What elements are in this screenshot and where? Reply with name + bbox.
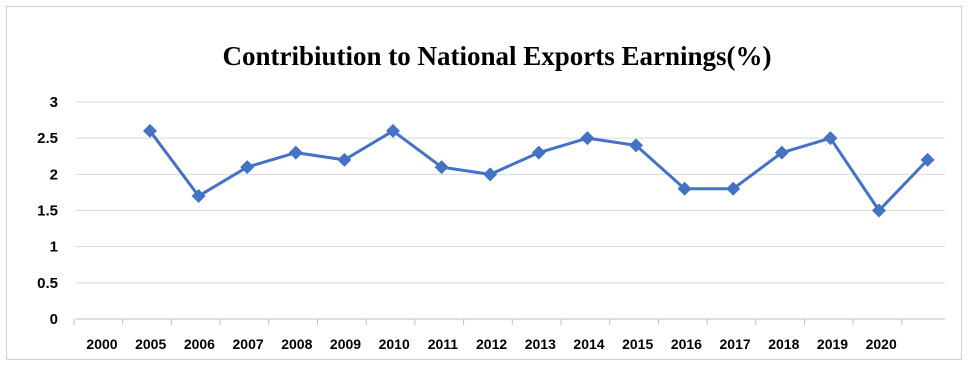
data-point-marker (386, 123, 400, 138)
x-axis-ticks: 2000 2005 2006 2007 2008 2009 2010 2011 2012 2013… (86, 336, 897, 352)
chart-title: Contribiution to National Exports Earnin… (222, 41, 771, 71)
data-point-marker (337, 152, 352, 167)
data-point-marker (531, 145, 546, 160)
chart-frame: Contribiution to National Exports Earnin… (6, 6, 962, 360)
data-point-marker (240, 160, 255, 175)
x-tick-label: 2005 (135, 336, 166, 352)
x-tick-label: 2000 (86, 336, 117, 352)
x-tick-label: 2020 (866, 336, 897, 352)
data-point-marker (774, 145, 789, 160)
x-axis (73, 318, 945, 325)
y-axis-ticks: 0 0.5 1 1.5 2 2.5 3 (37, 94, 58, 328)
x-tick-label: 2014 (573, 336, 604, 352)
y-tick-label: 3 (50, 94, 58, 111)
x-tick-label: 2010 (379, 336, 410, 352)
data-series (143, 123, 935, 218)
x-tick-label: 2006 (184, 336, 215, 352)
y-tick-label: 2 (50, 166, 58, 183)
x-tick-label: 2013 (525, 336, 556, 352)
x-tick-label: 2009 (330, 336, 361, 352)
data-point-marker (580, 131, 595, 146)
y-tick-label: 0 (50, 311, 58, 328)
series-line (148, 129, 929, 212)
data-point-marker (823, 131, 838, 146)
data-point-marker (629, 138, 643, 153)
data-point-marker (872, 203, 886, 218)
y-tick-label: 1.5 (37, 203, 58, 220)
line-chart: Contribiution to National Exports Earnin… (37, 41, 945, 352)
x-tick-label: 2015 (622, 336, 653, 352)
x-tick-label: 2017 (720, 336, 751, 352)
x-tick-label: 2019 (817, 336, 848, 352)
data-point-marker (677, 181, 692, 196)
data-point-marker (191, 189, 206, 204)
data-point-marker (288, 145, 303, 160)
data-point-marker (726, 181, 741, 196)
y-tick-label: 0.5 (37, 275, 58, 292)
x-tick-label: 2007 (233, 336, 264, 352)
x-tick-label: 2011 (428, 336, 459, 352)
gridlines (76, 101, 945, 284)
data-point-marker (483, 167, 498, 182)
x-tick-label: 2018 (768, 336, 799, 352)
data-point-marker (143, 123, 157, 138)
data-point-marker (434, 160, 449, 175)
y-tick-label: 1 (50, 239, 58, 256)
data-point-marker (920, 152, 935, 167)
x-tick-label: 2008 (281, 336, 312, 352)
y-tick-label: 2.5 (37, 130, 58, 147)
x-tick-label: 2016 (671, 336, 702, 352)
x-tick-label: 2012 (476, 336, 507, 352)
